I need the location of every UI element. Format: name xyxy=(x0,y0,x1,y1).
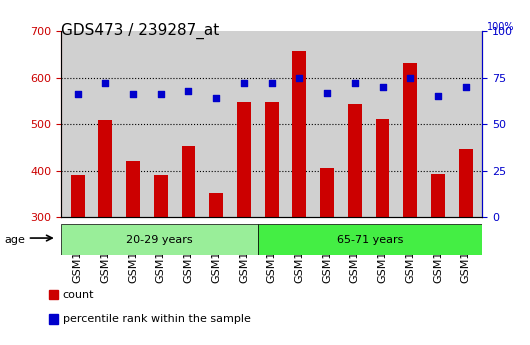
Point xyxy=(212,95,220,101)
Point xyxy=(101,80,110,86)
Point xyxy=(156,92,165,97)
Point xyxy=(73,92,82,97)
Point xyxy=(434,93,442,99)
Text: age: age xyxy=(4,235,25,245)
Bar xyxy=(70,175,84,217)
Point xyxy=(378,84,387,90)
Bar xyxy=(61,224,258,255)
Bar xyxy=(348,104,361,217)
Point xyxy=(462,84,470,90)
Text: percentile rank within the sample: percentile rank within the sample xyxy=(63,314,250,324)
Bar xyxy=(99,120,112,217)
Point xyxy=(323,90,331,95)
Text: 20-29 years: 20-29 years xyxy=(126,235,193,245)
Bar xyxy=(431,174,445,217)
Bar xyxy=(126,160,140,217)
Bar xyxy=(459,149,473,217)
Bar xyxy=(264,102,279,217)
Point xyxy=(267,80,276,86)
Bar xyxy=(376,119,390,217)
Text: 65-71 years: 65-71 years xyxy=(337,235,403,245)
Point xyxy=(129,92,137,97)
Text: GDS473 / 239287_at: GDS473 / 239287_at xyxy=(61,22,219,39)
Bar xyxy=(258,224,482,255)
Bar xyxy=(182,146,196,217)
Point xyxy=(184,88,193,93)
Bar xyxy=(293,51,306,217)
Point xyxy=(240,80,248,86)
Text: 100%: 100% xyxy=(487,22,514,32)
Bar xyxy=(237,102,251,217)
Point xyxy=(295,75,304,80)
Bar xyxy=(320,168,334,217)
Point xyxy=(350,80,359,86)
Point xyxy=(406,75,414,80)
Text: count: count xyxy=(63,290,94,300)
Bar xyxy=(403,63,417,217)
Bar xyxy=(154,175,167,217)
Bar xyxy=(209,193,223,217)
